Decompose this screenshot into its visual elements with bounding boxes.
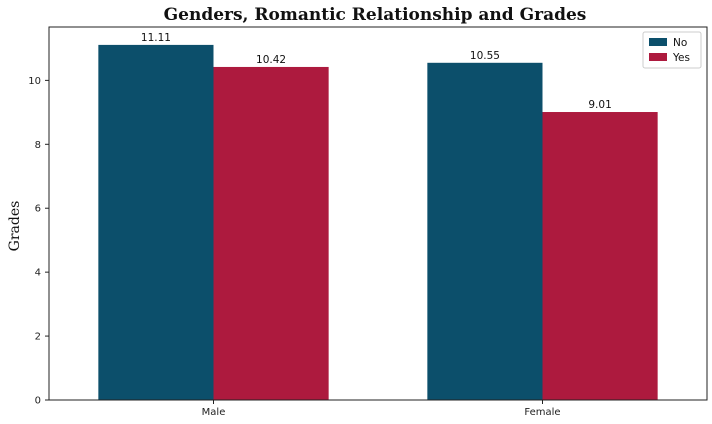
legend: No Yes: [642, 31, 702, 69]
data-label: 9.01: [588, 99, 611, 111]
plot-frame: [48, 26, 708, 401]
y-tick-label: 4: [35, 268, 41, 279]
y-tick-label: 2: [35, 332, 41, 343]
bar-yes-female: [542, 112, 658, 400]
y-tick-label: 10: [28, 76, 41, 87]
data-label: 10.42: [256, 54, 286, 66]
legend-box: [642, 31, 702, 69]
data-label: 11.11: [141, 32, 171, 44]
legend-label-yes: Yes: [672, 52, 690, 64]
y-tick-label: 0: [35, 396, 41, 407]
y-tick-label: 6: [35, 204, 41, 215]
y-axis-label: Grades: [7, 201, 23, 252]
bar-no-female: [427, 62, 543, 401]
x-tick-label: Male: [202, 407, 226, 418]
chart-title: Genders, Romantic Relationship and Grade…: [164, 5, 587, 25]
bar-yes-male: [213, 66, 329, 400]
data-label: 10.55: [470, 50, 500, 62]
legend-label-no: No: [673, 37, 687, 49]
legend-swatch-yes: [649, 53, 667, 61]
y-tick-label: 8: [35, 140, 41, 151]
legend-swatch-no: [649, 38, 667, 46]
plot-area: 11.11 10.55 10.42 9.01 0 2 4 6 8 10 Male Female: [28, 26, 708, 418]
x-tick-label: Female: [524, 407, 560, 418]
bar-no-male: [98, 44, 214, 400]
